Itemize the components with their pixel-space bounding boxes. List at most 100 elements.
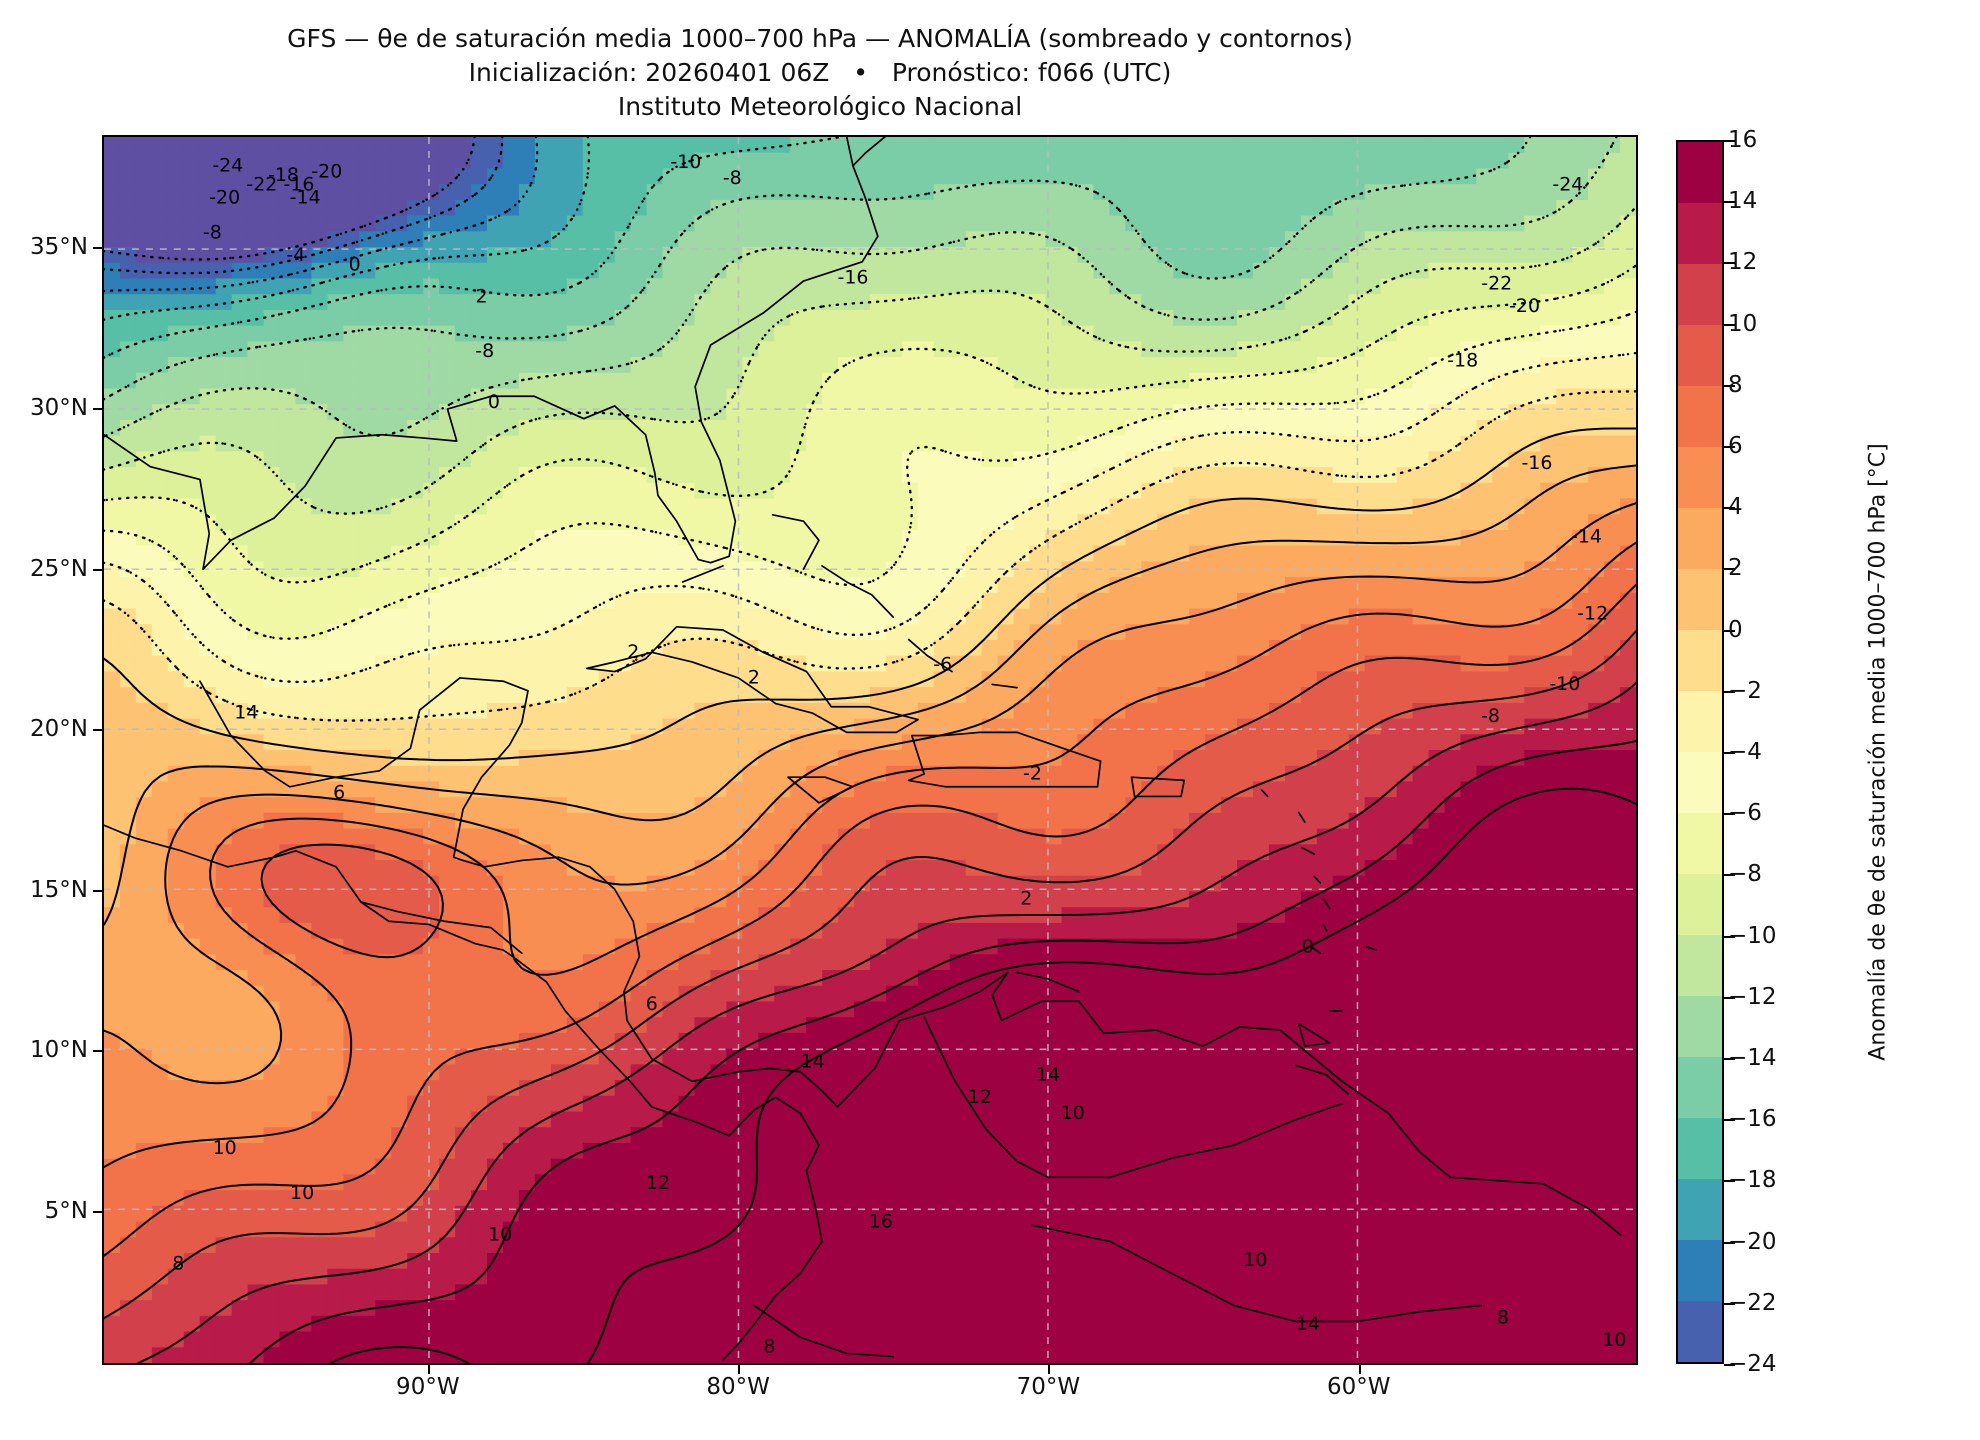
coastline: [907, 731, 1102, 788]
colorbar-tickmark: [1724, 507, 1735, 510]
contour-label: 8: [763, 1335, 775, 1357]
colorbar-band: [1678, 935, 1722, 996]
colorbar-band: [1678, 1118, 1722, 1179]
contour-layer: [104, 137, 1636, 1363]
contour-label: -18: [268, 164, 299, 186]
coastline: [1294, 1064, 1349, 1095]
colorbar-tick-label: −6: [1728, 800, 1762, 827]
colorbar-tick-label: −24: [1728, 1351, 1777, 1377]
colorbar-tickmark: [1724, 201, 1735, 204]
coastline: [1260, 789, 1269, 798]
longitude-tickmark: [1048, 1365, 1051, 1374]
coastline: [1297, 1022, 1331, 1047]
colorbar-tickmark: [1724, 996, 1735, 999]
contour-label: -10: [1549, 673, 1580, 695]
contour-label: 6: [333, 782, 345, 804]
colorbar-band: [1678, 325, 1722, 386]
colorbar-band: [1678, 996, 1722, 1057]
coastline: [1322, 897, 1331, 910]
coastline: [991, 683, 1018, 689]
colorbar-band: [1678, 264, 1722, 325]
contour-label: 14: [801, 1051, 825, 1073]
colorbar-tick-label: 6: [1728, 433, 1743, 459]
contour-label: -8: [475, 340, 494, 362]
contour-label: 8: [1497, 1307, 1509, 1329]
colorbar-tickmark: [1724, 1058, 1735, 1060]
coastline: [681, 565, 724, 583]
contour-line: [104, 427, 1636, 762]
contour-label: -6: [933, 654, 952, 676]
colorbar-band: [1678, 386, 1722, 447]
contour-label: -14: [290, 186, 321, 208]
contour-label: 12: [968, 1086, 992, 1108]
latitude-tick-label: 5°N: [44, 1197, 88, 1224]
title-block: GFS — θe de saturación media 1000–700 hP…: [0, 22, 1640, 124]
colorbar-tick-label: −22: [1728, 1289, 1777, 1316]
contour-label: 2: [1020, 887, 1032, 909]
contour-label: -14: [1571, 526, 1602, 548]
longitude-tickmark: [1358, 1365, 1361, 1374]
colorbar-tick-label: −12: [1728, 983, 1777, 1010]
coastline: [1322, 923, 1328, 932]
coastline: [360, 901, 523, 955]
coastline: [104, 137, 887, 571]
contour-label: -4: [286, 244, 305, 266]
contour-line: [104, 137, 504, 275]
longitude-tick-label: 70°W: [1016, 1374, 1081, 1400]
coastline: [104, 824, 823, 1361]
colorbar-band: [1678, 874, 1722, 935]
contour-label: 2: [627, 641, 639, 663]
contour-label: -22: [246, 174, 277, 196]
coastline: [585, 625, 919, 734]
colorbar-tickmark: [1724, 1302, 1735, 1305]
colorbar-tickmark: [1724, 1364, 1735, 1366]
longitude-tick-label: 80°W: [706, 1374, 770, 1400]
coastline: [199, 677, 1622, 1236]
contour-label: -8: [1481, 705, 1500, 727]
coastline: [1310, 946, 1322, 955]
contour-label: 14: [1296, 1313, 1320, 1335]
latitude-tick-label: 20°N: [30, 716, 88, 743]
contour-line: [104, 137, 539, 293]
longitude-tickmark: [738, 1365, 741, 1374]
colorbar-tickmark: [1724, 446, 1735, 448]
contour-label: -16: [838, 266, 869, 288]
colorbar-tickmark: [1724, 140, 1735, 142]
latitude-tick-label: 15°N: [30, 876, 88, 903]
chart-subtitle: Inicialización: 20260401 06Z • Pronóstic…: [468, 58, 1172, 87]
colorbar-tick-label: −8: [1728, 861, 1762, 888]
anomaly-heatmap: -24-22-20-20-18-16-14-8-4 02-10-8-80-24-2…: [104, 137, 1636, 1363]
colorbar-tick-label: −16: [1728, 1106, 1777, 1133]
colorbar-tickmark: [1724, 752, 1735, 754]
latitude-tickmark: [93, 247, 102, 250]
coastline: [753, 1304, 895, 1358]
latitude-tick-label: 30°N: [30, 394, 88, 421]
colorbar-label: Anomalía de θe de saturación media 1000–…: [1865, 443, 1891, 1061]
colorbar[interactable]: [1676, 140, 1724, 1364]
chart-title: GFS — θe de saturación media 1000–700 hP…: [287, 24, 1353, 53]
colorbar-band: [1678, 1057, 1722, 1118]
contour-label: -18: [1447, 350, 1478, 372]
coastline: [907, 638, 953, 673]
colorbar-tickmark: [1724, 1241, 1735, 1244]
colorbar-tickmark: [1724, 568, 1735, 571]
contour-label: 0: [488, 391, 500, 413]
map-plot-area[interactable]: -24 -22 -20 -20 -18 -16 -14 -8 -4 0 2 -10 -8 -8 0 -24 -2…: [102, 135, 1638, 1365]
colorbar-tickmark: [1724, 1180, 1735, 1183]
coastline: [1300, 846, 1315, 855]
latitude-tickmark: [93, 1050, 102, 1053]
coastline: [771, 513, 820, 571]
contour-label: 6: [646, 993, 658, 1015]
contour-label: 2: [748, 666, 760, 688]
longitude-tickmark: [427, 1365, 430, 1374]
colorbar-tick-label: 16: [1728, 127, 1758, 153]
colorbar-band: [1678, 1240, 1722, 1301]
longitude-tick-label: 90°W: [396, 1374, 460, 1400]
colorbar-tick-label: 10: [1728, 310, 1758, 337]
coastline: [1365, 946, 1377, 951]
contour-line: [104, 630, 1636, 1320]
contour-label: 16: [869, 1211, 893, 1233]
colorbar-tick-label: 8: [1728, 371, 1743, 398]
contour-line: [104, 583, 1636, 1257]
gridlines-layer: [104, 137, 1636, 1363]
